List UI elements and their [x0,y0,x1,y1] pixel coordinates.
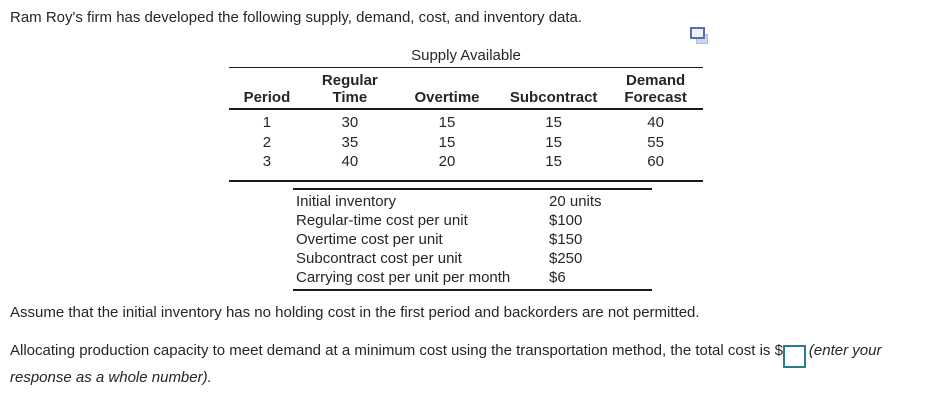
col-header-period: Period [229,68,305,110]
list-item: Subcontract cost per unit $250 [293,249,652,268]
cell-period: 1 [262,114,272,131]
col-header-subcontract-label: Subcontract [509,89,598,106]
col-header-regular-time-line2: Time [332,89,368,106]
col-header-overtime: Overtime [394,68,500,110]
question-before-input: Allocating production capacity to meet d… [10,342,783,359]
cost-value: $6 [549,269,566,286]
cell-subcontract: 15 [499,152,609,182]
question-text: Allocating production capacity to meet d… [10,341,926,388]
supply-header-row: Period Regular Time Overtime Subcontract… [229,68,703,110]
supply-table-caption: Supply Available [229,47,703,68]
cell-demand: 55 [647,133,664,151]
col-header-demand-forecast: Demand Forecast [608,68,703,110]
cost-label: Carrying cost per unit per month [296,269,511,286]
list-item: Carrying cost per unit per month $6 [293,268,652,290]
cell-period: 3 [229,152,305,182]
table-row: 3 40 20 15 60 [229,152,703,182]
copy-icon-front-square [690,27,705,39]
list-item: Regular-time cost per unit $100 [293,211,652,230]
cost-label: Overtime cost per unit [296,231,443,248]
col-header-overtime-label: Overtime [414,89,480,106]
cost-label: Initial inventory [296,193,397,210]
col-header-subcontract: Subcontract [499,68,609,110]
cost-label: Subcontract cost per unit [296,250,462,267]
list-item: Initial inventory 20 units [293,189,652,211]
list-item: Overtime cost per unit $150 [293,230,652,249]
copy-icon[interactable] [690,27,709,45]
supply-table: Supply Available Period Regular Time Ove… [229,47,703,182]
cell-regular: 35 [341,133,359,151]
assumption-text: Assume that the initial inventory has no… [10,304,700,321]
cell-period: 2 [262,133,272,151]
cell-demand: 60 [608,152,703,182]
cost-value: $100 [549,212,583,229]
cell-overtime: 15 [438,133,456,151]
cell-subcontract: 15 [545,114,562,131]
cell-regular: 40 [304,152,395,182]
cell-regular: 30 [341,114,359,131]
cost-label: Regular-time cost per unit [296,212,468,229]
cost-value: 20 units [549,193,602,210]
col-header-regular-time-line1: Regular [321,72,378,89]
cell-subcontract: 15 [545,133,562,151]
cost-value: $250 [549,250,583,267]
total-cost-input[interactable] [782,345,806,368]
table-row: 2 35 15 15 55 [229,133,703,153]
cell-overtime: 15 [438,114,456,131]
col-header-demand-forecast-line2: Forecast [624,89,687,106]
table-row: 1 30 15 15 40 [229,109,703,133]
question-after-input: (enter your response as a whole number). [10,342,882,386]
cell-demand: 40 [647,114,664,131]
cell-overtime: 20 [394,152,500,182]
intro-text: Ram Roy's firm has developed the followi… [10,9,583,26]
col-header-demand-forecast-line1: Demand [625,72,686,89]
cost-value: $150 [549,231,583,248]
col-header-period-label: Period [243,89,291,106]
col-header-regular-time: Regular Time [304,68,395,110]
cost-table: Initial inventory 20 units Regular-time … [293,188,652,291]
